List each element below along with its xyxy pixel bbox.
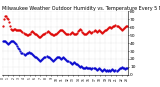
Text: Milwaukee Weather Outdoor Humidity vs. Temperature Every 5 Minutes: Milwaukee Weather Outdoor Humidity vs. T… bbox=[2, 6, 160, 11]
